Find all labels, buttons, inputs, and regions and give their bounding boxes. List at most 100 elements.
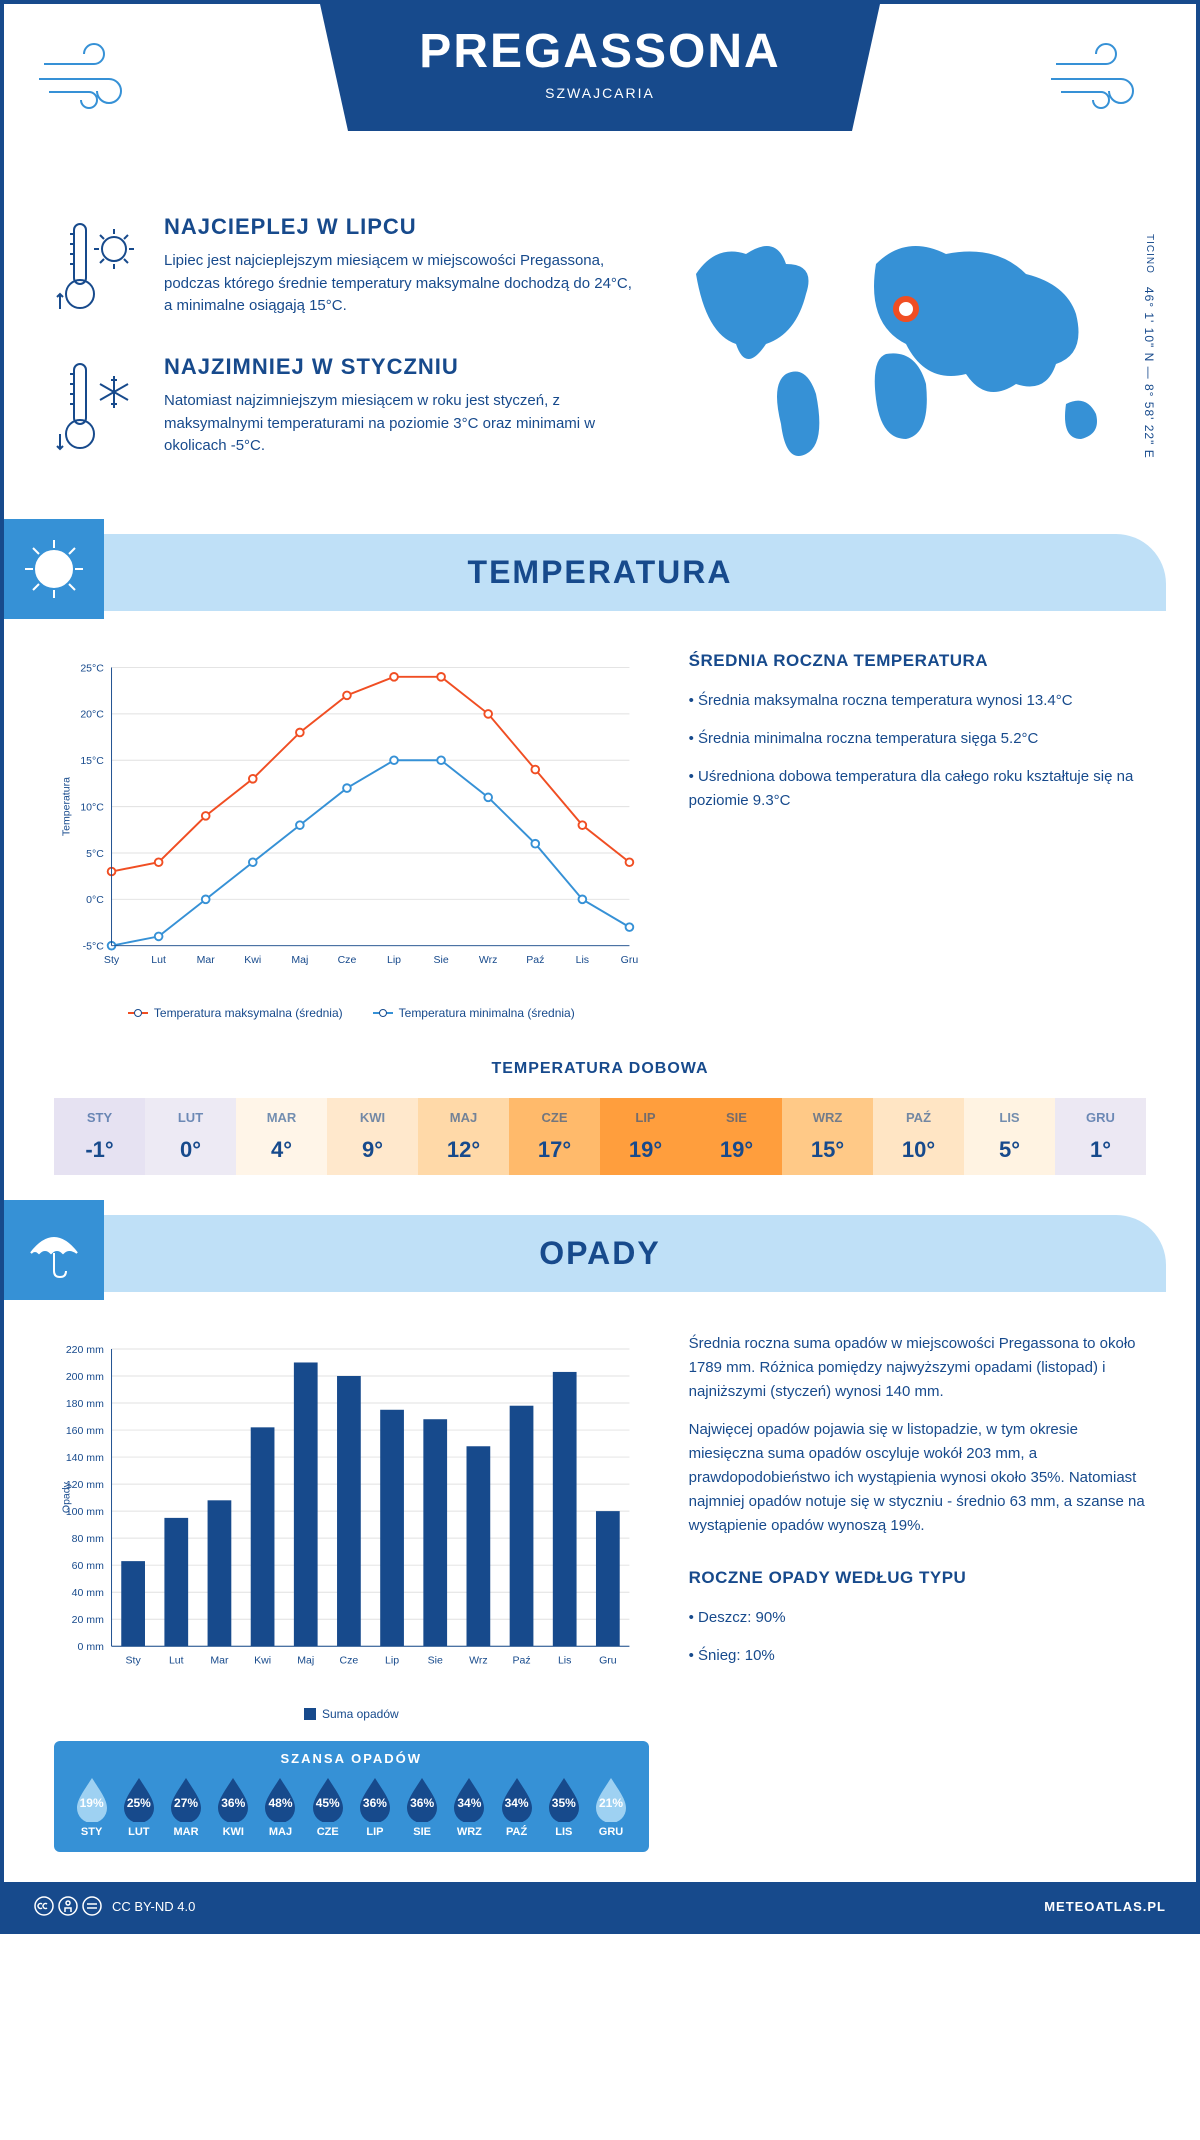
daily-temp-title: TEMPERATURA DOBOWA [54,1060,1146,1078]
svg-text:Kwi: Kwi [244,954,261,966]
svg-text:Paź: Paź [526,954,544,966]
raindrop-icon: 27% [167,1776,205,1822]
thermometer-sun-icon [54,214,144,324]
chance-value: 36% [363,1796,387,1810]
raindrop-icon: 36% [403,1776,441,1822]
month-label: MAR [164,1826,207,1838]
footer: CC BY-ND 4.0 METEOATLAS.PL [4,1882,1196,1930]
coldest-text: Natomiast najzimniejszym miesiącem w rok… [164,390,636,458]
coordinates: TICINO 46° 1' 10" N — 8° 58' 22" E [1142,234,1156,459]
svg-text:Maj: Maj [297,1655,314,1667]
raindrop-icon: 21% [592,1776,630,1822]
raindrop-icon: 48% [261,1776,299,1822]
svg-text:Cze: Cze [338,954,357,966]
wind-decoration-icon [34,34,154,114]
daily-temp-cell: KWI9° [327,1098,418,1175]
chance-item: 36%LIP [353,1776,396,1838]
daily-temp-cell: MAJ12° [418,1098,509,1175]
temp-value: 5° [968,1137,1051,1163]
temp-value: 4° [240,1137,323,1163]
temp-value: 10° [877,1137,960,1163]
chance-item: 45% CZE [306,1776,349,1838]
raindrop-icon: 19% [73,1776,111,1822]
svg-text:Sty: Sty [126,1655,142,1667]
stat-bullet: • Średnia minimalna roczna temperatura s… [689,727,1146,751]
svg-text:Gru: Gru [599,1655,617,1667]
world-map-icon [666,214,1146,474]
month-label: KWI [212,1826,255,1838]
thermometer-snow-icon [54,354,144,464]
chance-item: 35%LIS [542,1776,585,1838]
raindrop-icon: 45% [309,1776,347,1822]
svg-text:Lis: Lis [576,954,589,966]
daily-temp-cell: GRU1° [1055,1098,1146,1175]
month-label: PAŹ [877,1110,960,1125]
temp-value: 17° [513,1137,596,1163]
chance-value: 34% [457,1796,481,1810]
chance-value: 27% [174,1796,198,1810]
chance-value: 25% [127,1796,151,1810]
svg-text:Mar: Mar [210,1655,229,1667]
svg-text:Lip: Lip [385,1655,399,1667]
chance-item: 36%SIE [401,1776,444,1838]
temp-value: 15° [786,1137,869,1163]
month-label: CZE [513,1110,596,1125]
precip-para-1: Średnia roczna suma opadów w miejscowośc… [689,1332,1146,1404]
svg-text:Temperatura: Temperatura [60,777,72,836]
type-bullet: • Deszcz: 90% [689,1606,1146,1630]
month-label: STY [70,1826,113,1838]
chance-value: 34% [505,1796,529,1810]
daily-temp-cell: STY-1° [54,1098,145,1175]
legend-precip-label: Suma opadów [322,1707,399,1721]
svg-text:Wrz: Wrz [469,1655,488,1667]
month-label: GRU [1059,1110,1142,1125]
daily-temp-cell: MAR4° [236,1098,327,1175]
svg-text:15°C: 15°C [80,755,104,767]
month-label: LUT [117,1826,160,1838]
region-label: TICINO [1144,234,1155,274]
precipitation-body: 0 mm20 mm40 mm60 mm80 mm100 mm120 mm140 … [4,1292,1196,1882]
svg-text:Mar: Mar [197,954,216,966]
month-label: KWI [331,1110,414,1125]
chance-item: 34%PAŹ [495,1776,538,1838]
umbrella-icon [4,1200,104,1300]
map-area: TICINO 46° 1' 10" N — 8° 58' 22" E [666,214,1146,494]
hottest-title: NAJCIEPLEJ W LIPCU [164,214,636,240]
month-label: MAJ [259,1826,302,1838]
chance-item: 21%GRU [589,1776,632,1838]
temperature-line-chart: -5°C0°C5°C10°C15°C20°C25°CStyLutMarKwiMa… [54,651,649,991]
svg-text:Kwi: Kwi [254,1655,271,1667]
type-bullet: • Śnieg: 10% [689,1644,1146,1668]
hottest-block: NAJCIEPLEJ W LIPCU Lipiec jest najcieple… [54,214,636,324]
raindrop-icon: 36% [214,1776,252,1822]
license-text: CC BY-ND 4.0 [112,1899,195,1914]
chance-value: 36% [410,1796,434,1810]
temperature-title: TEMPERATURA [34,554,1166,591]
month-label: SIE [695,1110,778,1125]
page-subtitle: SZWAJCARIA [320,85,880,101]
precip-type-title: ROCZNE OPADY WEDŁUG TYPU [689,1568,1146,1588]
temp-value: 19° [695,1137,778,1163]
chance-value: 48% [268,1796,292,1810]
longitude: 8° 58' 22" E [1142,384,1156,459]
temp-stats-title: ŚREDNIA ROCZNA TEMPERATURA [689,651,1146,671]
svg-text:Sie: Sie [428,1655,443,1667]
chance-item: 48% MAJ [259,1776,302,1838]
chance-item: 25% LUT [117,1776,160,1838]
chance-row: 19% STY 25% LUT 27% MAR 36% KWI 48% MAJ 45% CZE 36%L… [70,1776,633,1838]
sun-icon [4,519,104,619]
svg-text:Paź: Paź [512,1655,530,1667]
month-label: CZE [306,1826,349,1838]
legend-min-label: Temperatura minimalna (średnia) [399,1006,575,1020]
svg-text:20 mm: 20 mm [72,1614,104,1626]
daily-temp-cell: LIP19° [600,1098,691,1175]
month-label: WRZ [448,1826,491,1838]
svg-text:20°C: 20°C [80,709,104,721]
svg-text:Opady: Opady [60,1481,72,1513]
svg-text:Lut: Lut [169,1655,184,1667]
svg-text:Gru: Gru [621,954,639,966]
month-label: WRZ [786,1110,869,1125]
summary-row: NAJCIEPLEJ W LIPCU Lipiec jest najcieple… [4,184,1196,534]
svg-text:Lis: Lis [558,1655,571,1667]
chance-value: 19% [80,1796,104,1810]
